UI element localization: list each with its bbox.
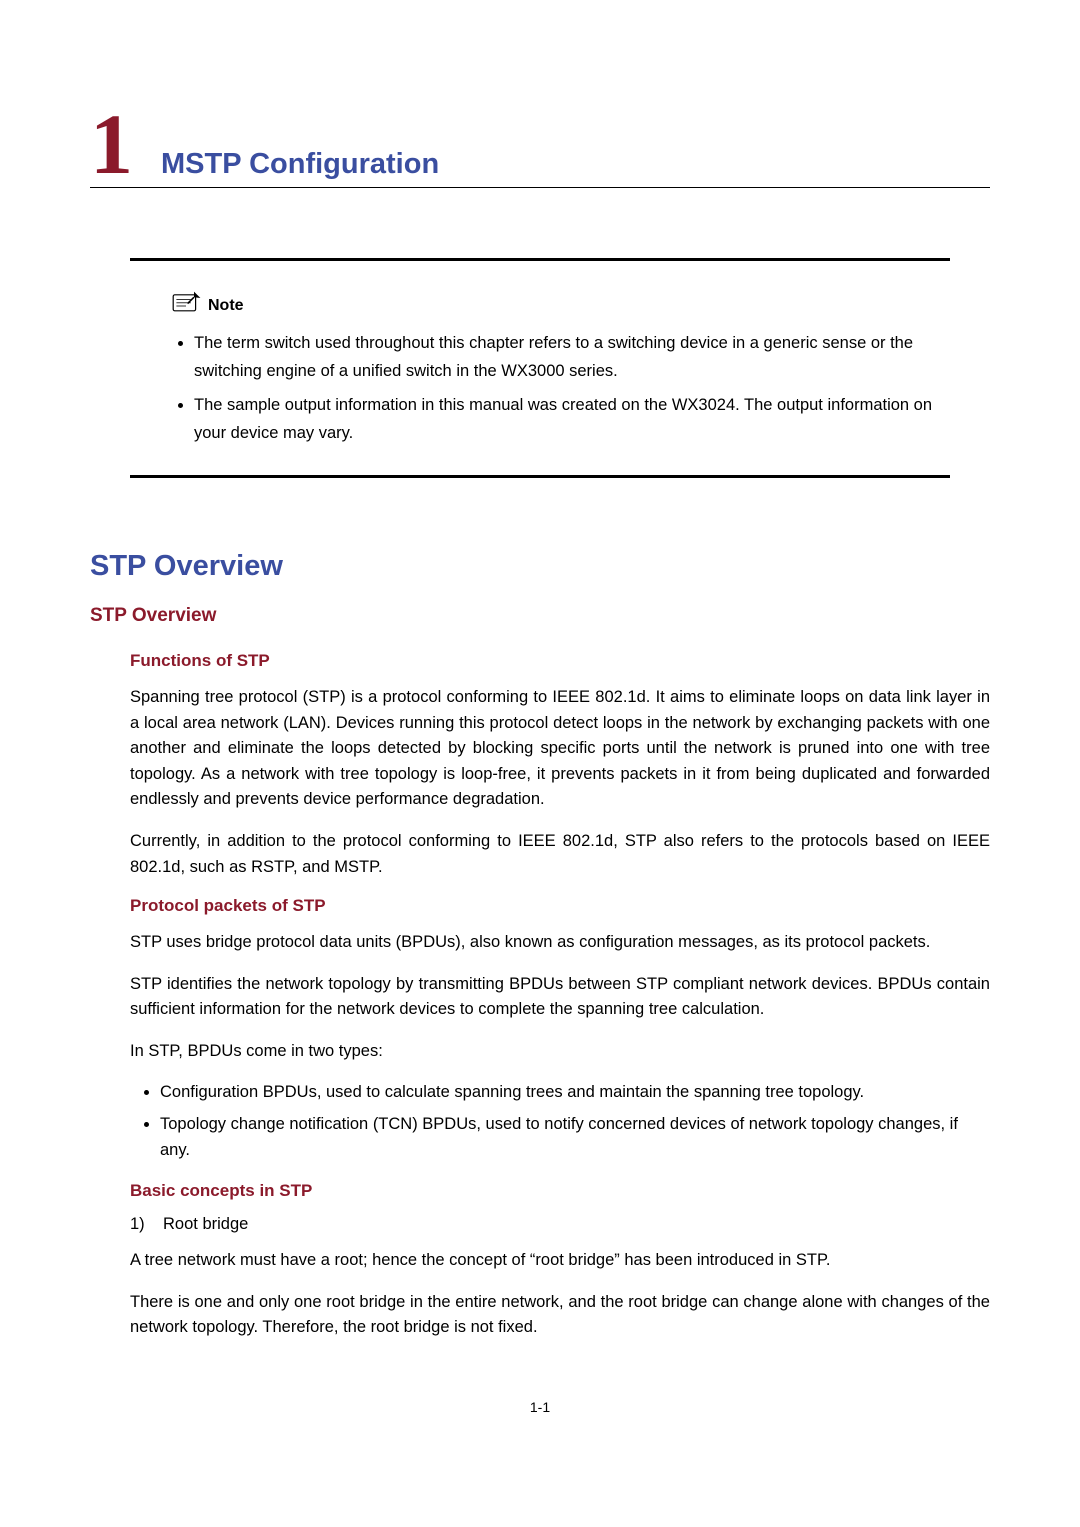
chapter-title: MSTP Configuration xyxy=(161,148,439,181)
note-header: Note xyxy=(170,289,244,315)
section-h1: STP Overview xyxy=(90,550,990,583)
section-h2: STP Overview xyxy=(90,605,990,627)
list-item: Configuration BPDUs, used to calculate s… xyxy=(160,1080,990,1106)
note-icon xyxy=(170,289,202,315)
paragraph: Spanning tree protocol (STP) is a protoc… xyxy=(130,685,990,813)
section-h3-protocol-packets: Protocol packets of STP xyxy=(130,896,990,916)
note-box: Note The term switch used throughout thi… xyxy=(130,258,950,478)
note-label: Note xyxy=(208,297,244,315)
note-list: The term switch used throughout this cha… xyxy=(130,329,950,447)
paragraph: A tree network must have a root; hence t… xyxy=(130,1248,990,1274)
page-number: 1-1 xyxy=(90,1399,990,1415)
paragraph: STP uses bridge protocol data units (BPD… xyxy=(130,930,990,956)
note-item: The sample output information in this ma… xyxy=(194,391,950,447)
chapter-number: 1 xyxy=(90,110,133,179)
paragraph: There is one and only one root bridge in… xyxy=(130,1290,990,1341)
paragraph: Currently, in addition to the protocol c… xyxy=(130,829,990,880)
numbered-item: 1) Root bridge xyxy=(130,1215,990,1234)
bpdu-types-list: Configuration BPDUs, used to calculate s… xyxy=(90,1080,990,1163)
section-h3-functions: Functions of STP xyxy=(130,651,990,671)
section-h3-basic-concepts: Basic concepts in STP xyxy=(130,1181,990,1201)
list-item: Topology change notification (TCN) BPDUs… xyxy=(160,1112,990,1163)
paragraph: STP identifies the network topology by t… xyxy=(130,972,990,1023)
paragraph: In STP, BPDUs come in two types: xyxy=(130,1039,990,1065)
note-item: The term switch used throughout this cha… xyxy=(194,329,950,385)
chapter-heading: 1 MSTP Configuration xyxy=(90,110,990,188)
